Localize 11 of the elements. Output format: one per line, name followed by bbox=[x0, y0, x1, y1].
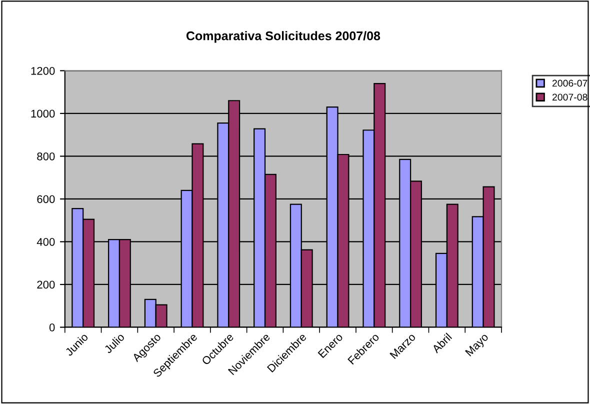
y-tick-label: 800 bbox=[37, 152, 55, 160]
y-tick-label: 400 bbox=[36, 238, 55, 246]
y-tick-label: 600 bbox=[37, 195, 55, 204]
y-tick-label: 1200 bbox=[31, 66, 55, 75]
x-tick-label: Julio bbox=[103, 332, 125, 354]
y-tick-label: 200 bbox=[37, 280, 55, 289]
chart-title: Comparativa Solicitudes 2007/08 bbox=[186, 31, 380, 43]
legend-label: 2006-07 bbox=[552, 80, 588, 87]
legend-label: 2007-08 bbox=[552, 94, 588, 101]
y-tick-label: 0 bbox=[49, 324, 55, 332]
y-tick-label: 1000 bbox=[31, 110, 55, 118]
